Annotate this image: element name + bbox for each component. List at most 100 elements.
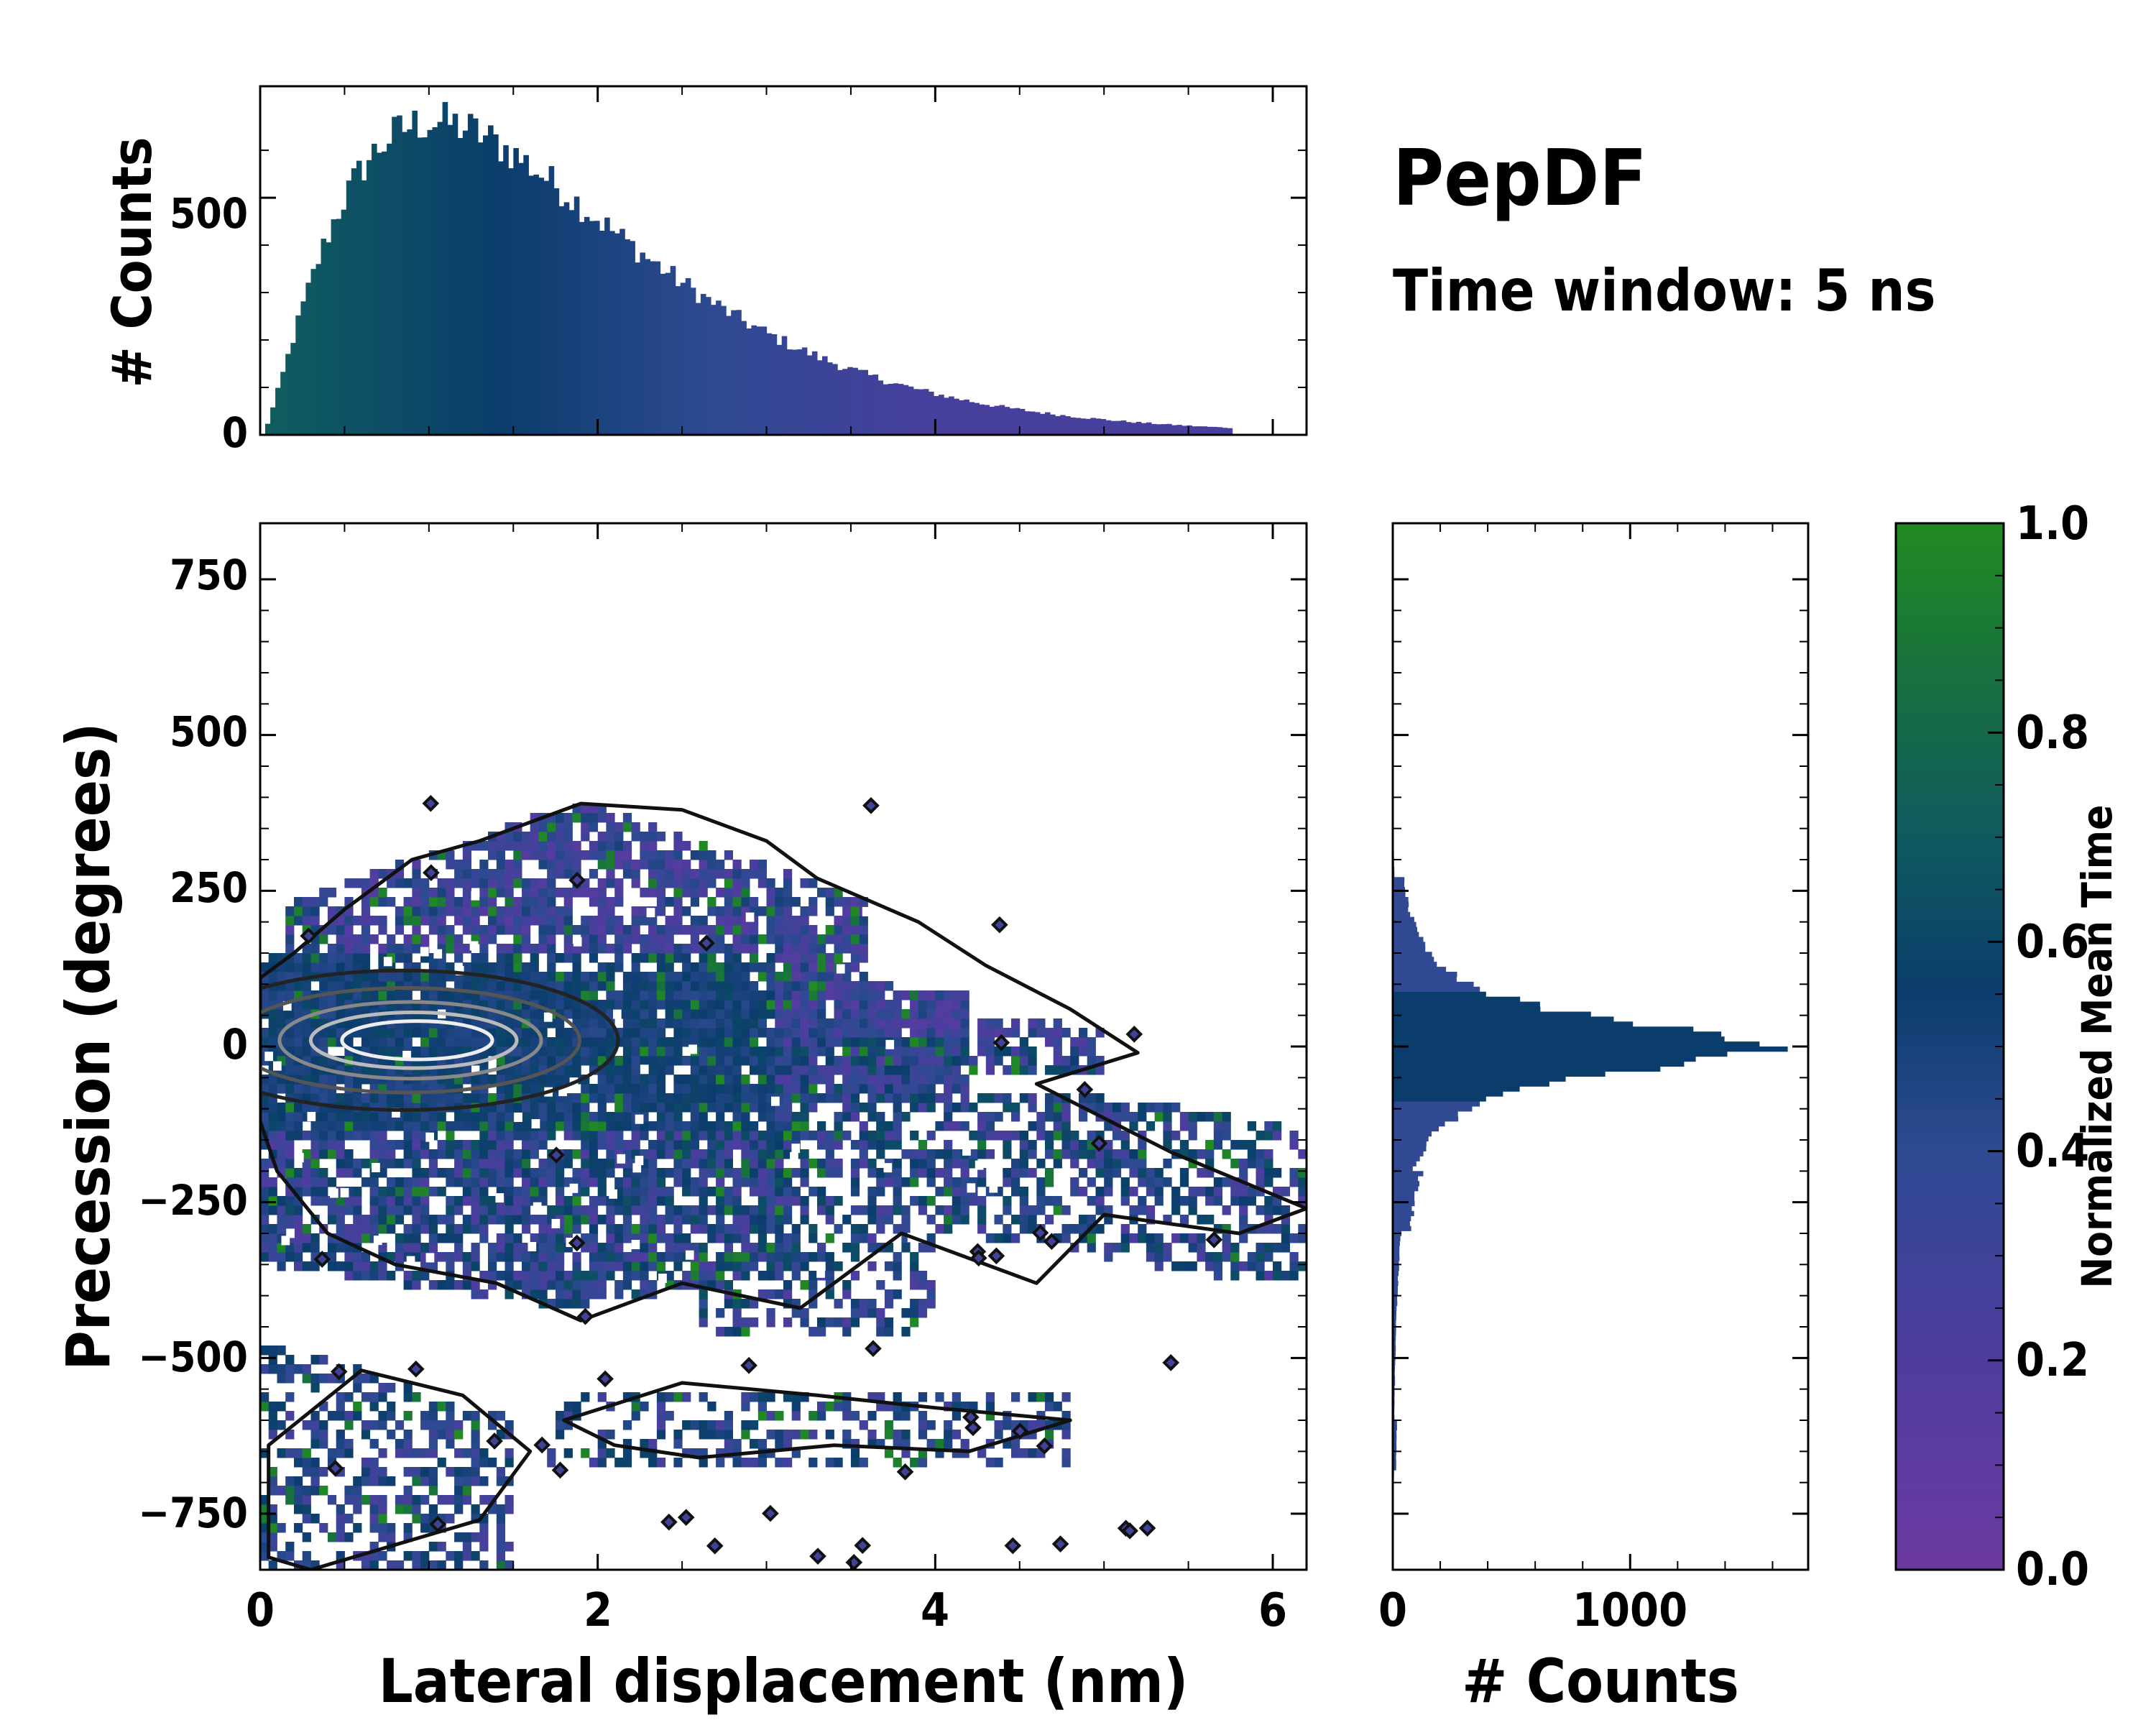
heatmap-cell — [673, 1215, 683, 1225]
heatmap-cell — [285, 1486, 295, 1496]
heatmap-cell — [960, 1000, 969, 1010]
top-histogram-bar — [331, 219, 337, 435]
right-histogram-bar — [1393, 991, 1486, 997]
heatmap-cell — [842, 897, 852, 907]
heatmap-cell — [817, 1196, 826, 1206]
heatmap-cell — [1179, 1112, 1189, 1122]
heatmap-cell — [277, 1252, 286, 1262]
right-histogram-bar — [1393, 1295, 1398, 1301]
heatmap-cell — [310, 1355, 320, 1365]
heatmap-cell — [471, 1187, 480, 1197]
heatmap-cell — [893, 1458, 902, 1468]
heatmap-cell — [648, 1215, 658, 1225]
heatmap-cell — [850, 1084, 860, 1094]
heatmap-cell — [428, 1448, 438, 1458]
heatmap-cell — [884, 1028, 894, 1038]
heatmap-cell — [378, 1392, 387, 1402]
heatmap-cell — [462, 1140, 471, 1150]
heatmap-cell — [589, 1131, 599, 1141]
right-histogram-bar — [1393, 1465, 1396, 1471]
heatmap-cell — [1019, 1159, 1028, 1169]
heatmap-cell — [808, 1056, 818, 1066]
heatmap-cell — [859, 1205, 868, 1215]
heatmap-cell — [1045, 1028, 1054, 1038]
heatmap-cell — [1213, 1177, 1222, 1187]
heatmap-cell — [1019, 1093, 1028, 1103]
heatmap-cell — [1247, 1121, 1256, 1131]
heatmap-cell — [926, 1046, 936, 1057]
heatmap-gap — [471, 891, 480, 901]
heatmap-cell — [926, 1093, 936, 1103]
heatmap-cell — [884, 1121, 894, 1131]
heatmap-cell — [825, 972, 834, 982]
heatmap-cell — [800, 1112, 809, 1122]
heatmap-diamond-contour — [576, 1307, 594, 1325]
heatmap-cell — [690, 1177, 699, 1187]
heatmap-cell — [631, 1187, 640, 1197]
heatmap-cell — [867, 1065, 877, 1075]
heatmap-cell — [1011, 1177, 1021, 1187]
heatmap-cell — [690, 1205, 699, 1215]
heatmap-cell — [699, 1215, 708, 1225]
heatmap-cell — [673, 916, 683, 926]
heatmap-cell — [1222, 1205, 1231, 1215]
heatmap-cell — [648, 860, 658, 870]
heatmap-cell — [750, 1093, 759, 1103]
heatmap-cell — [648, 1140, 658, 1150]
heatmap-cell — [1205, 1261, 1215, 1271]
heatmap-cell — [640, 850, 649, 860]
heatmap-cell — [775, 1168, 784, 1178]
heatmap-cell — [699, 1046, 708, 1057]
heatmap-cell — [850, 1028, 860, 1038]
heatmap-cell — [648, 1159, 658, 1169]
heatmap-cell — [648, 832, 658, 842]
heatmap-cell — [336, 1009, 345, 1019]
heatmap-cell — [783, 1028, 793, 1038]
heatmap-cell — [336, 1532, 345, 1542]
heatmap-cell — [656, 1430, 666, 1440]
heatmap-cell — [682, 1131, 691, 1141]
heatmap-cell — [757, 1392, 767, 1402]
heatmap-cell — [808, 1028, 818, 1038]
heatmap-cell — [732, 1140, 742, 1150]
heatmap-cell — [766, 1243, 775, 1253]
heatmap-cell — [622, 1224, 632, 1234]
heatmap-cell — [556, 1411, 565, 1421]
heatmap-cell — [1205, 1196, 1215, 1206]
heatmap-cell — [471, 1215, 480, 1225]
heatmap-cell — [791, 925, 801, 935]
heatmap-cell — [1129, 1233, 1138, 1243]
heatmap-cell — [910, 1018, 919, 1029]
heatmap-cell — [1011, 1065, 1021, 1075]
heatmap-cell — [918, 1280, 928, 1290]
heatmap-cell — [1146, 1233, 1156, 1243]
heatmap-cell — [707, 1018, 717, 1029]
heatmap-cell — [716, 1327, 725, 1337]
chart-title: PepDF — [1393, 134, 1647, 224]
heatmap-cell — [893, 1084, 902, 1094]
heatmap-cell — [775, 1289, 784, 1300]
heatmap-cell — [783, 1233, 793, 1243]
heatmap-cell — [1045, 1196, 1054, 1206]
heatmap-cell — [1104, 1168, 1113, 1178]
heatmap-cell — [944, 1121, 953, 1131]
heatmap-cell — [648, 1028, 658, 1038]
heatmap-cell — [994, 1131, 1003, 1141]
heatmap-cell — [513, 1205, 522, 1215]
heatmap-cell — [707, 1168, 717, 1178]
heatmap-cell — [353, 878, 362, 888]
heatmap-cell — [622, 1215, 632, 1225]
heatmap-cell — [488, 1121, 497, 1131]
heatmap-cell — [825, 990, 834, 1000]
heatmap-cell — [395, 1037, 405, 1047]
heatmap-cell — [336, 1131, 345, 1141]
heatmap-cell — [631, 1261, 640, 1271]
heatmap-cell — [994, 1420, 1003, 1430]
heatmap-cell — [1053, 1056, 1062, 1066]
top-histogram-bar — [898, 384, 904, 435]
heatmap-cell — [428, 1233, 438, 1243]
top-histogram-bar — [903, 385, 909, 435]
heatmap-cell — [336, 1196, 345, 1206]
heatmap-cell — [699, 1177, 708, 1187]
heatmap-cell — [505, 1495, 514, 1505]
